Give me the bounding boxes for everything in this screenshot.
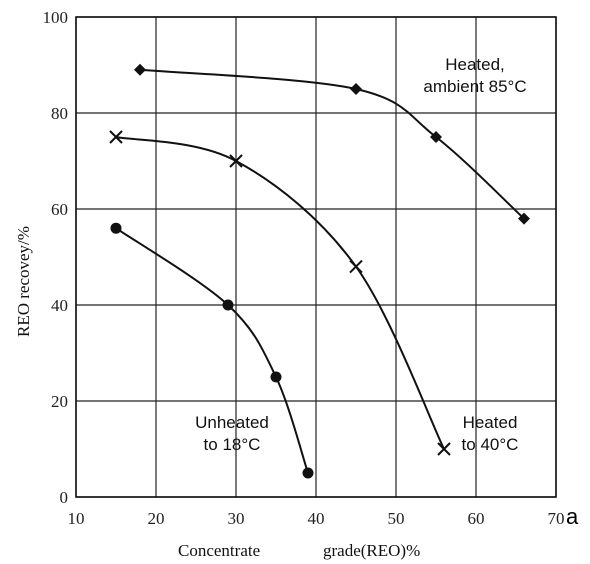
data-point-diamond [518,212,530,225]
tick-labels: 10 20 30 40 50 60 70 0 20 40 60 80 100 [43,8,565,528]
y-tick-label: 100 [43,8,69,27]
y-axis-title: REO recovey/% [14,226,33,337]
x-tick-label: 30 [228,509,245,528]
series-label-circle: Unheated [195,413,269,432]
y-tick-label: 20 [51,392,68,411]
x-axis-title-left: Concentrate [178,541,260,560]
series-labels: Heated, ambient 85°C Heated to 40°C Unheated… [195,55,526,454]
x-axis-title-right: grade(REO)% [323,541,420,560]
data-point-circle [110,222,122,234]
series-curves [115,68,525,474]
y-tick-label: 0 [60,488,69,507]
plot-frame [75,16,557,498]
series-curve-diamond [139,68,525,220]
series-label-cross: to 40°C [462,435,519,454]
panel-label: a [566,504,579,529]
series-curve-cross [115,136,445,450]
data-point-cross [109,130,123,144]
y-tick-label: 40 [51,296,68,315]
data-point-cross [229,154,243,168]
series-label-cross: Heated [463,413,518,432]
x-tick-label: 40 [308,509,325,528]
series-label-diamond: ambient 85°C [423,77,526,96]
x-tick-label: 10 [68,509,85,528]
series-curve-circle [115,227,309,474]
series-markers [109,63,530,479]
data-point-circle [270,371,282,383]
y-tick-label: 60 [51,200,68,219]
data-point-circle [222,299,234,311]
data-point-diamond [134,63,146,76]
x-tick-label: 60 [468,509,485,528]
data-point-circle [302,467,314,479]
x-tick-label: 50 [388,509,405,528]
data-point-cross [437,442,451,456]
data-point-diamond [430,131,442,143]
x-tick-label: 70 [548,509,565,528]
series-label-circle: to 18°C [204,435,261,454]
y-tick-label: 80 [51,104,68,123]
series-label-diamond: Heated, [445,55,505,74]
x-tick-label: 20 [148,509,165,528]
data-point-diamond [350,83,362,95]
data-point-cross [349,259,363,274]
